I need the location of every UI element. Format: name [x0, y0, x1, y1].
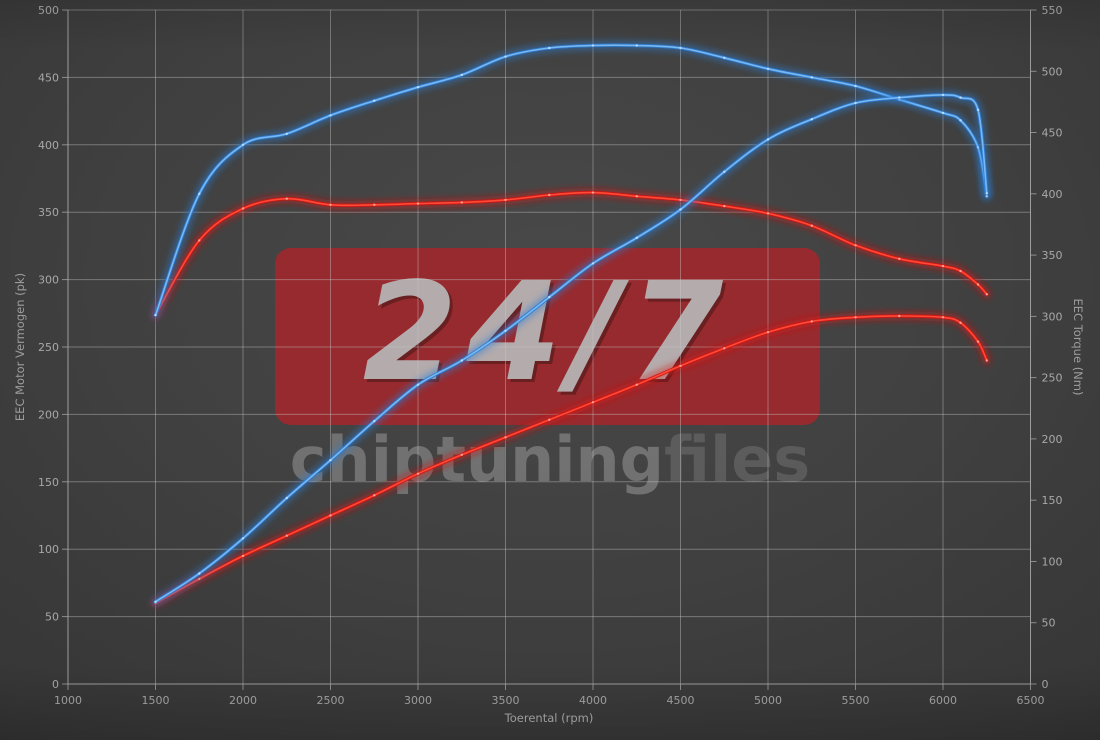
- svg-text:100: 100: [1042, 556, 1063, 569]
- svg-text:300: 300: [1042, 310, 1063, 323]
- svg-text:50: 50: [45, 611, 59, 624]
- red-torque-curve: [151, 188, 992, 320]
- svg-text:0: 0: [52, 678, 59, 691]
- svg-text:500: 500: [38, 4, 59, 17]
- svg-text:100: 100: [38, 543, 59, 556]
- x-axis-label: Toerental (rpm): [504, 711, 594, 725]
- svg-text:550: 550: [1042, 4, 1063, 17]
- svg-text:300: 300: [38, 274, 59, 287]
- svg-text:500: 500: [1042, 65, 1063, 78]
- svg-text:4000: 4000: [579, 694, 607, 707]
- watermark-brand-light: files: [664, 423, 811, 496]
- svg-text:350: 350: [38, 206, 59, 219]
- svg-text:3000: 3000: [404, 694, 432, 707]
- svg-text:200: 200: [38, 408, 59, 421]
- svg-text:1500: 1500: [142, 694, 170, 707]
- svg-text:150: 150: [1042, 494, 1063, 507]
- svg-text:400: 400: [1042, 188, 1063, 201]
- svg-text:2500: 2500: [317, 694, 345, 707]
- svg-text:3500: 3500: [492, 694, 520, 707]
- red-power-curve: [151, 311, 992, 608]
- svg-text:150: 150: [38, 476, 59, 489]
- y-axis-label-right: EEC Torque (Nm): [1071, 298, 1085, 396]
- svg-text:250: 250: [1042, 372, 1063, 385]
- svg-text:2000: 2000: [229, 694, 257, 707]
- svg-text:4500: 4500: [667, 694, 695, 707]
- gridlines: [67, 9, 1031, 685]
- svg-text:200: 200: [1042, 433, 1063, 446]
- y-axis-label-left: EEC Motor Vermogen (pk): [13, 272, 27, 422]
- svg-text:450: 450: [38, 71, 59, 84]
- svg-text:350: 350: [1042, 249, 1063, 262]
- svg-text:400: 400: [38, 139, 59, 152]
- blue-torque-curve: [151, 40, 992, 320]
- axes: [62, 9, 1037, 690]
- svg-text:6500: 6500: [1017, 694, 1045, 707]
- svg-text:0: 0: [1042, 678, 1049, 691]
- tick-labels: 0501001502002503003504004505000501001502…: [38, 4, 1063, 707]
- blue-power-curve: [151, 90, 992, 607]
- svg-text:6000: 6000: [929, 694, 957, 707]
- svg-text:450: 450: [1042, 127, 1063, 140]
- svg-text:50: 50: [1042, 617, 1056, 630]
- svg-text:5500: 5500: [842, 694, 870, 707]
- svg-text:1000: 1000: [54, 694, 82, 707]
- watermark-badge: 24/7: [275, 248, 820, 425]
- svg-text:5000: 5000: [754, 694, 782, 707]
- svg-text:250: 250: [38, 341, 59, 354]
